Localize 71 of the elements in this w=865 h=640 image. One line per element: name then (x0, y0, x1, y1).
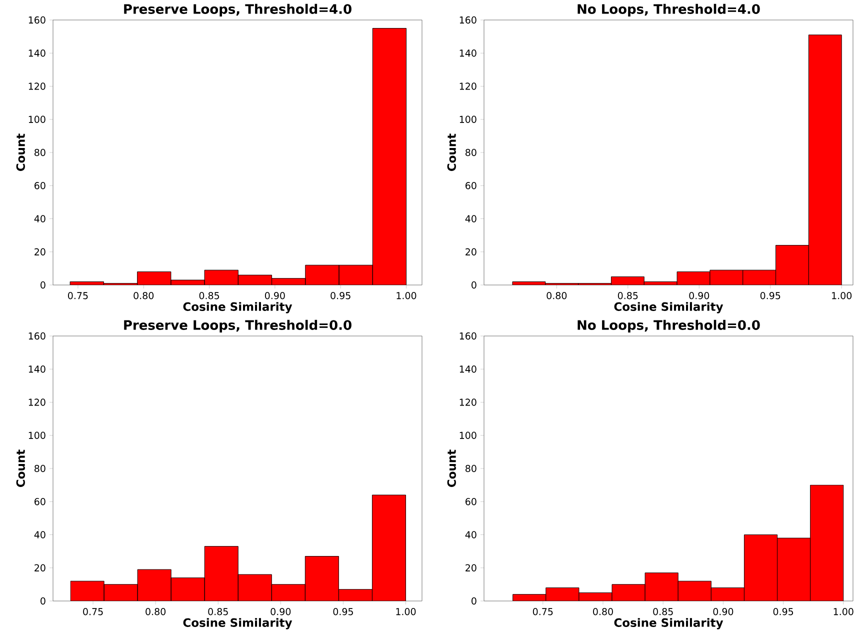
y-tick-label: 100 (28, 116, 46, 123)
x-tick-label: 0.75 (532, 608, 553, 616)
x-tick-label: 0.80 (134, 292, 154, 300)
y-tick-label: 40 (34, 215, 46, 222)
y-tick-label: 120 (28, 398, 46, 406)
x-tick-label: 0.75 (68, 292, 88, 300)
y-axis-title: Count (447, 134, 456, 172)
x-tick-label: 0.80 (146, 608, 166, 616)
x-tick-label: 0.90 (264, 292, 285, 300)
x-tick-label: 0.90 (689, 292, 710, 300)
y-tick-label: 160 (28, 16, 46, 24)
y-axis-title: Count (447, 450, 456, 488)
x-tick-label: 0.95 (760, 292, 780, 300)
x-tick-label: 0.85 (208, 608, 228, 616)
y-tick-label: 0 (472, 597, 476, 605)
x-tick-label: 1.00 (396, 292, 416, 300)
y-tick-label: 40 (465, 215, 476, 222)
chart-title: Preserve Loops, Threshold=0.0 (124, 320, 352, 332)
x-tick-label: 0.90 (713, 608, 734, 616)
y-tick-label: 0 (40, 281, 46, 289)
chart-title: No Loops, Threshold=4.0 (578, 4, 760, 16)
y-tick-label: 140 (28, 50, 46, 57)
y-tick-label: 100 (28, 432, 46, 439)
x-axis-title: Cosine Similarity (183, 302, 292, 314)
x-tick-label: 1.00 (396, 608, 416, 616)
y-tick-label: 140 (460, 50, 476, 57)
x-tick-label: 0.75 (83, 608, 103, 616)
x-tick-label: 0.80 (593, 608, 613, 616)
x-tick-label: 0.80 (546, 292, 567, 300)
x-tick-label: 0.95 (333, 608, 353, 616)
y-tick-label: 160 (28, 332, 46, 340)
y-tick-label: 20 (34, 564, 46, 572)
x-tick-label: 1.00 (832, 292, 852, 300)
y-tick-label: 120 (460, 82, 476, 90)
y-tick-label: 40 (34, 531, 46, 538)
y-tick-label: 100 (460, 432, 476, 439)
y-tick-label: 0 (472, 281, 476, 289)
y-tick-label: 80 (466, 464, 476, 472)
x-axis-title: Cosine Similarity (183, 618, 292, 630)
x-tick-label: 0.85 (618, 292, 638, 300)
y-tick-label: 100 (460, 116, 476, 123)
y-axis-title: Count (16, 450, 25, 488)
y-tick-label: 60 (34, 498, 46, 506)
y-tick-label: 80 (466, 148, 476, 156)
y-tick-label: 0 (40, 597, 46, 605)
y-axis-title: Count (16, 134, 25, 172)
x-axis-title: Cosine Similarity (614, 302, 724, 314)
y-tick-label: 120 (460, 398, 476, 406)
y-tick-label: 140 (28, 366, 46, 373)
y-tick-label: 20 (34, 248, 46, 256)
y-tick-label: 60 (34, 182, 46, 190)
x-axis-title: Cosine Similarity (614, 618, 724, 630)
y-tick-label: 20 (466, 248, 476, 256)
y-tick-label: 20 (466, 564, 476, 572)
y-tick-label: 60 (466, 498, 476, 506)
y-tick-label: 60 (466, 182, 476, 190)
x-tick-label: 0.95 (773, 608, 794, 616)
y-tick-label: 80 (34, 148, 46, 156)
x-tick-label: 0.95 (330, 292, 350, 300)
x-tick-label: 0.85 (199, 292, 220, 300)
chart-title: No Loops, Threshold=0.0 (578, 320, 760, 332)
x-tick-label: 1.00 (834, 608, 854, 616)
y-tick-label: 80 (34, 464, 46, 472)
y-tick-label: 40 (465, 531, 476, 538)
y-tick-label: 140 (460, 366, 476, 373)
y-tick-label: 160 (460, 16, 476, 24)
x-tick-label: 0.85 (653, 608, 673, 616)
chart-title: Preserve Loops, Threshold=4.0 (124, 4, 352, 16)
y-tick-label: 120 (28, 82, 46, 90)
x-tick-label: 0.90 (270, 608, 291, 616)
y-tick-label: 160 (460, 332, 476, 340)
